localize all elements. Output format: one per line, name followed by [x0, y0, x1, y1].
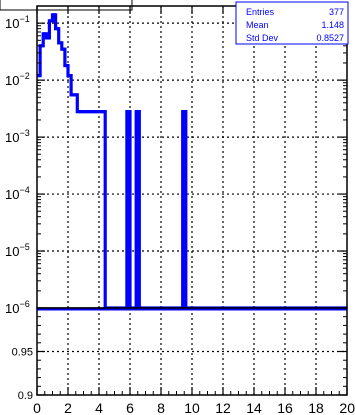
bottom-x-tick-label: 16	[277, 400, 293, 415]
bottom-x-tick-label: 10	[184, 400, 200, 415]
title-tab	[0, 0, 133, 11]
top-y-tick-label: 10−1	[5, 14, 30, 31]
stats-entries-label: Entries	[246, 7, 275, 17]
bottom-panel: 0.9 0.95 0 2 4 6 8 10 12 14 16 18 20	[12, 307, 355, 415]
stats-entries-value: 377	[329, 7, 344, 17]
bottom-x-tick-label: 8	[157, 400, 165, 415]
top-y-tick-label: 10−3	[5, 128, 30, 145]
bottom-x-tick-label: 14	[246, 400, 262, 415]
stats-mean-value: 1.148	[321, 20, 344, 30]
bottom-grid	[37, 308, 347, 395]
top-y-tick-label: 10−6	[5, 299, 30, 316]
bottom-x-tick-label: 18	[308, 400, 324, 415]
stats-mean-label: Mean	[246, 20, 269, 30]
bottom-y-tick-label: 0.95	[12, 347, 33, 359]
top-y-tick-label: 10−2	[5, 71, 30, 88]
stats-stddev-label: Std Dev	[246, 33, 279, 43]
bottom-x-tick-label: 20	[339, 400, 355, 415]
top-y-tick-label: 10−4	[5, 185, 30, 202]
bottom-x-tick-label: 2	[64, 400, 72, 415]
stats-box: Entries 377 Mean 1.148 Std Dev 0.8527	[235, 1, 349, 45]
bottom-x-tick-label: 0	[33, 400, 41, 415]
top-y-tick-label: 10−5	[5, 242, 30, 259]
bottom-x-tick-label: 4	[95, 400, 103, 415]
stats-stddev-value: 0.8527	[316, 33, 344, 43]
bottom-x-axis: 0 2 4 6 8 10 12 14 16 18 20	[33, 387, 355, 415]
bottom-x-tick-label: 12	[215, 400, 231, 415]
bottom-y-tick-label: 0.9	[18, 390, 33, 402]
bottom-x-tick-label: 6	[126, 400, 134, 415]
top-grid	[37, 6, 347, 308]
